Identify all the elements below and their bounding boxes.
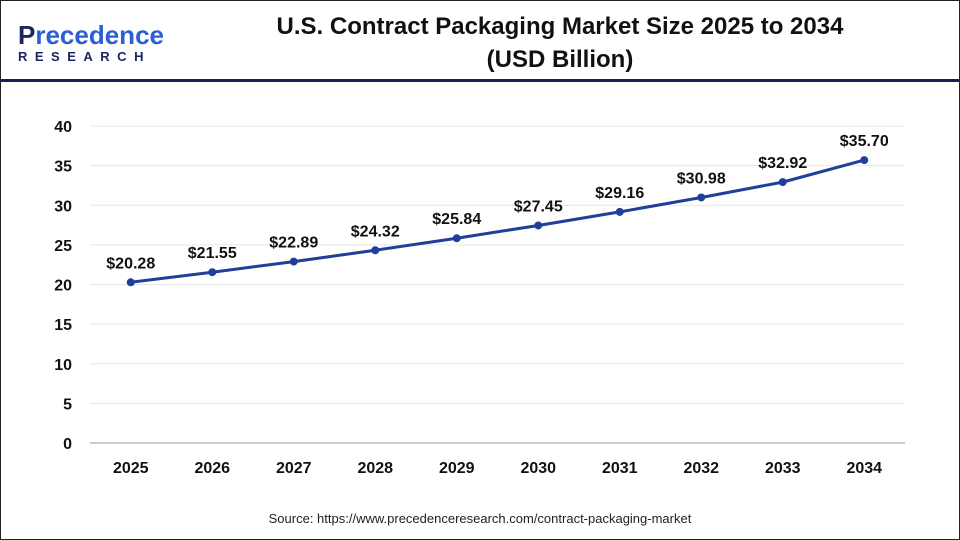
y-tick-label: 30 [54, 198, 72, 215]
chart-title: U.S. Contract Packaging Market Size 2025… [230, 10, 890, 76]
logo-initial: P [18, 20, 36, 50]
y-tick-label: 35 [54, 159, 72, 176]
data-point [697, 193, 706, 202]
data-point [371, 246, 380, 255]
x-tick-label: 2029 [439, 460, 475, 477]
x-tick-label: 2031 [602, 460, 638, 477]
x-tick-label: 2033 [765, 460, 801, 477]
title-line-1: U.S. Contract Packaging Market Size 2025… [276, 13, 844, 40]
data-point [534, 221, 543, 230]
x-tick-label: 2026 [194, 460, 230, 477]
data-label: $35.70 [840, 133, 889, 150]
data-label: $29.16 [595, 185, 644, 202]
x-tick-label: 2030 [520, 460, 556, 477]
data-label: $27.45 [514, 198, 563, 215]
source-text: Source: https://www.precedenceresearch.c… [268, 511, 692, 526]
y-tick-label: 5 [63, 396, 72, 413]
x-tick-label: 2027 [276, 460, 312, 477]
header-divider [0, 79, 960, 82]
data-label: $20.28 [106, 255, 155, 272]
y-tick-label: 0 [63, 436, 72, 453]
data-point [860, 156, 869, 165]
x-tick-label: 2025 [113, 460, 149, 477]
data-label: $22.89 [269, 235, 318, 252]
logo-subtext: RESEARCH [18, 49, 151, 64]
data-point [615, 207, 624, 216]
data-label: $25.84 [432, 211, 481, 228]
y-tick-label: 40 [54, 119, 72, 136]
y-tick-label: 25 [54, 238, 72, 255]
logo-text: recedence [35, 20, 164, 50]
series-line [130, 158, 865, 284]
data-point [778, 178, 787, 187]
data-point [208, 268, 217, 277]
x-tick-label: 2034 [846, 460, 882, 477]
x-tick-label: 2032 [683, 460, 719, 477]
y-tick-label: 10 [54, 357, 72, 374]
data-point [126, 278, 135, 287]
data-label: $24.32 [351, 223, 400, 240]
y-tick-label: 20 [54, 278, 72, 295]
precedence-research-logo: Precedence RESEARCH [18, 22, 164, 64]
title-line-2: (USD Billion) [486, 46, 634, 73]
x-tick-label: 2028 [357, 460, 393, 477]
data-label: $30.98 [677, 170, 726, 187]
y-tick-label: 15 [54, 317, 72, 334]
data-label: $21.55 [188, 245, 237, 262]
data-label: $32.92 [758, 155, 807, 172]
data-point [452, 234, 461, 243]
data-point [289, 257, 298, 266]
